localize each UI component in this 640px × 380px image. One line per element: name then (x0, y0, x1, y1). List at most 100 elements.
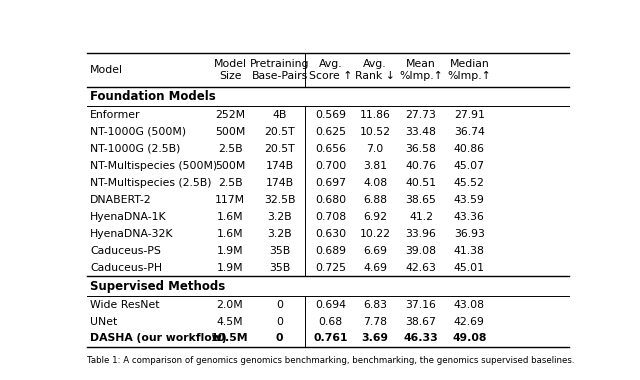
Text: 1.6M: 1.6M (217, 212, 243, 222)
Text: 0.725: 0.725 (315, 263, 346, 273)
Text: 0.689: 0.689 (315, 246, 346, 256)
Text: 41.2: 41.2 (409, 212, 433, 222)
Text: Mean
%Imp.↑: Mean %Imp.↑ (399, 59, 443, 81)
Text: 10.52: 10.52 (360, 127, 390, 137)
Text: 36.58: 36.58 (406, 144, 436, 154)
Text: Pretraining
Base-Pairs: Pretraining Base-Pairs (250, 59, 309, 81)
Text: 0.700: 0.700 (315, 161, 346, 171)
Text: 0.625: 0.625 (315, 127, 346, 137)
Text: 37.16: 37.16 (406, 299, 436, 310)
Text: 35B: 35B (269, 246, 291, 256)
Text: 20.5T: 20.5T (264, 127, 295, 137)
Text: NT-Multispecies (500M): NT-Multispecies (500M) (90, 161, 217, 171)
Text: 0.630: 0.630 (315, 229, 346, 239)
Text: 7.0: 7.0 (367, 144, 384, 154)
Text: Foundation Models: Foundation Models (90, 90, 216, 103)
Text: Model
Size: Model Size (214, 59, 246, 81)
Text: 6.83: 6.83 (363, 299, 387, 310)
Text: 33.96: 33.96 (406, 229, 436, 239)
Text: Enformer: Enformer (90, 110, 140, 120)
Text: 0.697: 0.697 (315, 178, 346, 188)
Text: 3.81: 3.81 (363, 161, 387, 171)
Text: 174B: 174B (266, 161, 294, 171)
Text: 43.08: 43.08 (454, 299, 485, 310)
Text: 3.69: 3.69 (362, 334, 388, 344)
Text: 10.22: 10.22 (360, 229, 390, 239)
Text: 27.73: 27.73 (406, 110, 436, 120)
Text: 4.08: 4.08 (363, 178, 387, 188)
Text: 36.93: 36.93 (454, 229, 484, 239)
Text: 38.65: 38.65 (406, 195, 436, 205)
Text: 35B: 35B (269, 263, 291, 273)
Text: 174B: 174B (266, 178, 294, 188)
Text: 0: 0 (276, 334, 284, 344)
Text: HyenaDNA-32K: HyenaDNA-32K (90, 229, 173, 239)
Text: 2.0M: 2.0M (217, 299, 243, 310)
Text: 3.2B: 3.2B (268, 229, 292, 239)
Text: 500M: 500M (215, 127, 245, 137)
Text: 40.51: 40.51 (406, 178, 436, 188)
Text: 0: 0 (276, 299, 283, 310)
Text: 36.74: 36.74 (454, 127, 484, 137)
Text: 45.07: 45.07 (454, 161, 485, 171)
Text: 252M: 252M (215, 110, 245, 120)
Text: UNet: UNet (90, 317, 117, 326)
Text: 38.67: 38.67 (406, 317, 436, 326)
Text: 4.5M: 4.5M (217, 317, 243, 326)
Text: DASHA (our workflow): DASHA (our workflow) (90, 334, 227, 344)
Text: 39.08: 39.08 (406, 246, 436, 256)
Text: 42.69: 42.69 (454, 317, 484, 326)
Text: NT-1000G (500M): NT-1000G (500M) (90, 127, 186, 137)
Text: 0.656: 0.656 (315, 144, 346, 154)
Text: Model: Model (90, 65, 123, 75)
Text: 41.38: 41.38 (454, 246, 484, 256)
Text: 0.569: 0.569 (315, 110, 346, 120)
Text: Median
%Imp.↑: Median %Imp.↑ (447, 59, 492, 81)
Text: 2.5B: 2.5B (218, 178, 243, 188)
Text: Table 1: A comparison of genomics genomics benchmarking, benchmarking, the genom: Table 1: A comparison of genomics genomi… (88, 356, 575, 365)
Text: 0.68: 0.68 (319, 317, 342, 326)
Text: Avg.
Score ↑: Avg. Score ↑ (308, 59, 352, 81)
Text: 43.59: 43.59 (454, 195, 484, 205)
Text: 46.33: 46.33 (404, 334, 438, 344)
Text: Wide ResNet: Wide ResNet (90, 299, 159, 310)
Text: 11.86: 11.86 (360, 110, 390, 120)
Text: 6.88: 6.88 (363, 195, 387, 205)
Text: 117M: 117M (215, 195, 245, 205)
Text: 6.69: 6.69 (363, 246, 387, 256)
Text: 1.6M: 1.6M (217, 229, 243, 239)
Text: 40.76: 40.76 (406, 161, 436, 171)
Text: 32.5B: 32.5B (264, 195, 296, 205)
Text: 0: 0 (276, 317, 283, 326)
Text: 45.52: 45.52 (454, 178, 484, 188)
Text: 27.91: 27.91 (454, 110, 484, 120)
Text: 45.01: 45.01 (454, 263, 485, 273)
Text: DNABERT-2: DNABERT-2 (90, 195, 152, 205)
Text: 500M: 500M (215, 161, 245, 171)
Text: 1.9M: 1.9M (217, 263, 243, 273)
Text: 43.36: 43.36 (454, 212, 484, 222)
Text: 0.680: 0.680 (315, 195, 346, 205)
Text: 7.78: 7.78 (363, 317, 387, 326)
Text: HyenaDNA-1K: HyenaDNA-1K (90, 212, 166, 222)
Text: 6.92: 6.92 (363, 212, 387, 222)
Text: 20.5T: 20.5T (264, 144, 295, 154)
Text: 2.5B: 2.5B (218, 144, 243, 154)
Text: 40.86: 40.86 (454, 144, 485, 154)
Text: 3.2B: 3.2B (268, 212, 292, 222)
Text: 0.708: 0.708 (315, 212, 346, 222)
Text: 4B: 4B (273, 110, 287, 120)
Text: 33.48: 33.48 (406, 127, 436, 137)
Text: NT-Multispecies (2.5B): NT-Multispecies (2.5B) (90, 178, 211, 188)
Text: Caduceus-PS: Caduceus-PS (90, 246, 161, 256)
Text: 4.69: 4.69 (363, 263, 387, 273)
Text: Avg.
Rank ↓: Avg. Rank ↓ (355, 59, 395, 81)
Text: 10.5M: 10.5M (211, 334, 249, 344)
Text: 42.63: 42.63 (406, 263, 436, 273)
Text: NT-1000G (2.5B): NT-1000G (2.5B) (90, 144, 180, 154)
Text: 0.761: 0.761 (313, 334, 348, 344)
Text: Caduceus-PH: Caduceus-PH (90, 263, 162, 273)
Text: Supervised Methods: Supervised Methods (90, 280, 225, 293)
Text: 1.9M: 1.9M (217, 246, 243, 256)
Text: 0.694: 0.694 (315, 299, 346, 310)
